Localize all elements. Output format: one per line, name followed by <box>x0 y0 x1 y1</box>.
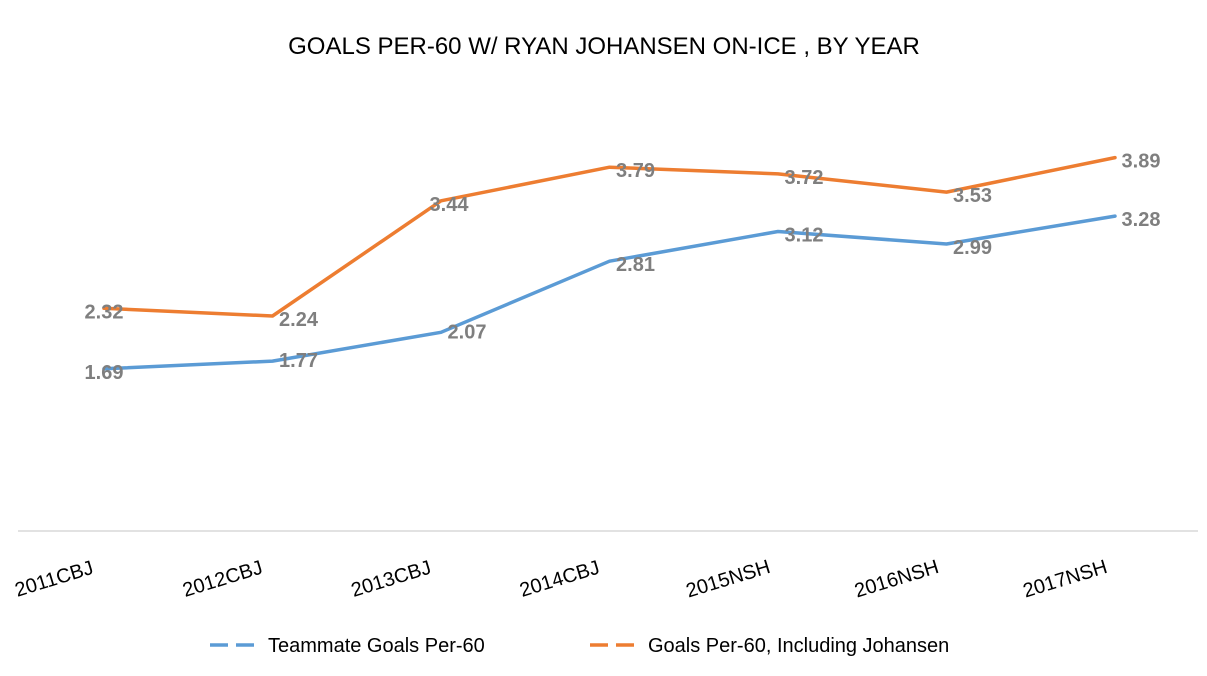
series-line-1 <box>102 214 1117 371</box>
chart-title: GOALS PER-60 W/ RYAN JOHANSEN ON-ICE , B… <box>288 33 920 60</box>
x-axis-ticks: 2011CBJ 2012CBJ 2013CBJ 2014CBJ 2015NSH 2016N… <box>12 556 1110 602</box>
x-tick-label: 2017NSH <box>1021 556 1110 602</box>
data-label: 3.44 <box>430 194 470 216</box>
data-label: 3.89 <box>1122 151 1161 173</box>
data-label: 2.07 <box>448 321 487 343</box>
data-label: 3.53 <box>953 185 992 207</box>
data-label: 2.24 <box>279 309 319 331</box>
series-line-2 <box>102 155 1117 318</box>
data-label: 1.77 <box>279 350 318 372</box>
x-tick-label: 2014CBJ <box>517 557 602 602</box>
data-label: 1.69 <box>85 362 124 384</box>
x-tick-label: 2015NSH <box>684 556 773 602</box>
x-tick-label: 2011CBJ <box>12 557 96 602</box>
data-label: 3.12 <box>785 225 824 247</box>
data-label: 3.72 <box>785 167 824 189</box>
series-lines <box>102 155 1117 371</box>
data-label: 2.32 <box>85 301 124 323</box>
data-label: 2.81 <box>616 254 655 276</box>
legend-label-2: Goals Per-60, Including Johansen <box>648 635 949 657</box>
legend-label-1: Teammate Goals Per-60 <box>268 635 485 657</box>
data-labels: 1.69 1.77 2.07 2.81 3.12 2.99 3.28 2.32 2.24 3.44… <box>85 151 1161 384</box>
x-tick-label: 2016NSH <box>852 556 941 602</box>
x-tick-label: 2012CBJ <box>180 557 265 602</box>
data-label: 3.28 <box>1122 209 1161 231</box>
data-label: 3.79 <box>616 160 655 182</box>
x-tick-label: 2013CBJ <box>349 557 434 602</box>
legend: Teammate Goals Per-60 Goals Per-60, Inclu… <box>210 635 949 657</box>
data-label: 2.99 <box>953 237 992 259</box>
